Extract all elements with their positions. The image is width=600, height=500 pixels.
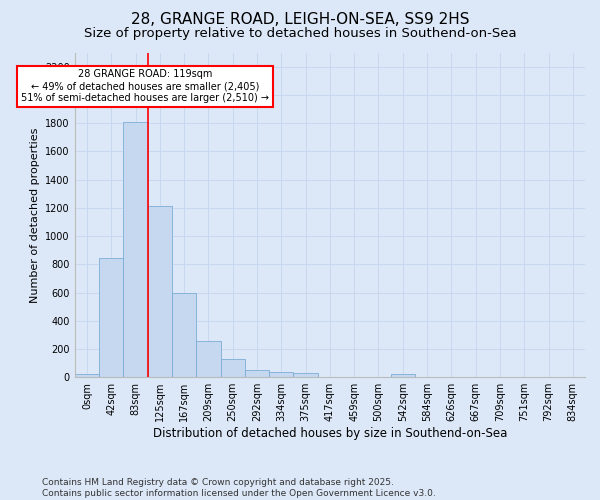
Bar	[75, 374, 99, 377]
Bar	[148, 206, 172, 377]
X-axis label: Distribution of detached houses by size in Southend-on-Sea: Distribution of detached houses by size …	[153, 427, 507, 440]
Bar	[99, 258, 124, 377]
Text: Contains HM Land Registry data © Crown copyright and database right 2025.
Contai: Contains HM Land Registry data © Crown c…	[42, 478, 436, 498]
Bar	[196, 341, 221, 377]
Text: 28 GRANGE ROAD: 119sqm
← 49% of detached houses are smaller (2,405)
51% of semi-: 28 GRANGE ROAD: 119sqm ← 49% of detached…	[21, 70, 269, 102]
Bar	[221, 359, 245, 377]
Text: 28, GRANGE ROAD, LEIGH-ON-SEA, SS9 2HS: 28, GRANGE ROAD, LEIGH-ON-SEA, SS9 2HS	[131, 12, 469, 28]
Bar	[172, 292, 196, 377]
Bar	[391, 374, 415, 377]
Text: Size of property relative to detached houses in Southend-on-Sea: Size of property relative to detached ho…	[83, 28, 517, 40]
Bar	[293, 373, 318, 377]
Y-axis label: Number of detached properties: Number of detached properties	[29, 127, 40, 302]
Bar	[245, 370, 269, 377]
Bar	[124, 122, 148, 377]
Bar	[269, 372, 293, 377]
